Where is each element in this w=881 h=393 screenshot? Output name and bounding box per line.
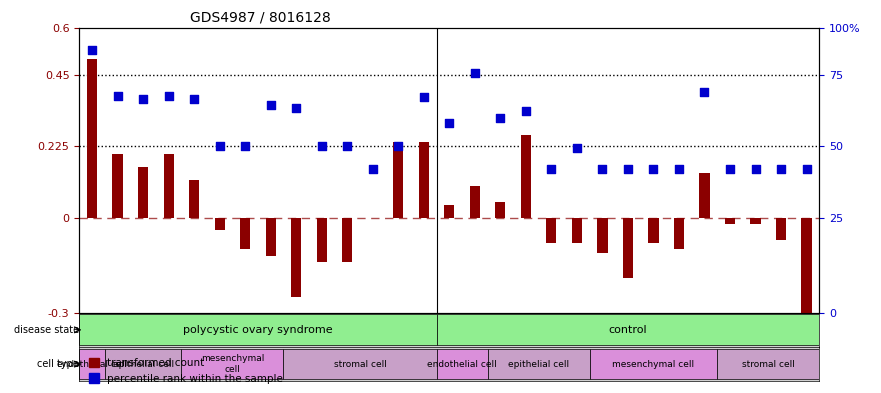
Point	[238, 143, 252, 149]
FancyBboxPatch shape	[79, 314, 437, 345]
Bar	[597, 218, 608, 253]
Point	[544, 165, 559, 172]
Point	[289, 105, 303, 112]
Point	[391, 143, 405, 149]
Point	[596, 165, 610, 172]
Text: polycystic ovary syndrome: polycystic ovary syndrome	[183, 325, 333, 335]
Bar	[495, 202, 506, 218]
Bar	[291, 218, 301, 297]
Bar	[113, 154, 122, 218]
Text: GDS4987 / 8016128: GDS4987 / 8016128	[190, 11, 331, 25]
Point	[800, 165, 814, 172]
Point	[187, 95, 201, 102]
Point	[136, 95, 150, 102]
Bar	[751, 218, 760, 224]
FancyBboxPatch shape	[437, 314, 819, 345]
Bar	[265, 218, 276, 256]
FancyBboxPatch shape	[437, 349, 487, 380]
Bar	[215, 218, 225, 230]
Point	[85, 46, 99, 53]
FancyBboxPatch shape	[717, 349, 819, 380]
Point	[110, 92, 124, 99]
Bar	[138, 167, 148, 218]
Point	[417, 94, 431, 100]
Bar	[802, 218, 811, 325]
Bar	[725, 218, 735, 224]
Text: control: control	[609, 325, 648, 335]
FancyBboxPatch shape	[284, 349, 437, 380]
Point	[161, 92, 175, 99]
Point	[315, 143, 329, 149]
FancyBboxPatch shape	[181, 349, 284, 380]
Point	[366, 165, 380, 172]
Point	[442, 119, 456, 126]
Bar	[521, 135, 531, 218]
Bar	[470, 186, 480, 218]
FancyBboxPatch shape	[105, 349, 181, 380]
Text: epithelial cell: epithelial cell	[508, 360, 569, 369]
Bar	[418, 141, 429, 218]
Text: endothelial cell: endothelial cell	[427, 360, 497, 369]
Legend: transformed count, percentile rank within the sample: transformed count, percentile rank withi…	[85, 354, 287, 388]
FancyBboxPatch shape	[589, 349, 717, 380]
Text: mesenchymal
cell: mesenchymal cell	[201, 354, 264, 374]
Point	[493, 115, 507, 121]
Bar	[623, 218, 633, 278]
Point	[212, 143, 226, 149]
Point	[774, 165, 788, 172]
Point	[672, 165, 686, 172]
Bar	[700, 173, 709, 218]
Point	[749, 165, 763, 172]
FancyBboxPatch shape	[487, 349, 589, 380]
Point	[570, 145, 584, 151]
Bar	[674, 218, 684, 250]
Bar	[164, 154, 174, 218]
Text: cell type: cell type	[37, 359, 79, 369]
Bar	[240, 218, 250, 250]
Point	[340, 143, 354, 149]
Text: stromal cell: stromal cell	[334, 360, 387, 369]
Bar	[342, 218, 352, 262]
Text: endothelial cell: endothelial cell	[57, 360, 127, 369]
Point	[698, 89, 712, 95]
Bar	[87, 59, 97, 218]
Bar	[393, 141, 403, 218]
Text: disease state: disease state	[14, 325, 79, 335]
Text: stromal cell: stromal cell	[742, 360, 795, 369]
Text: epithelial cell: epithelial cell	[113, 360, 174, 369]
Bar	[776, 218, 786, 240]
Point	[468, 70, 482, 77]
Point	[263, 102, 278, 108]
Point	[723, 165, 737, 172]
Bar	[572, 218, 582, 243]
Bar	[189, 180, 199, 218]
Bar	[546, 218, 557, 243]
Point	[621, 165, 635, 172]
Bar	[444, 205, 455, 218]
Point	[519, 108, 533, 115]
Text: mesenchymal cell: mesenchymal cell	[612, 360, 694, 369]
Bar	[316, 218, 327, 262]
FancyBboxPatch shape	[79, 349, 105, 380]
Point	[647, 165, 661, 172]
Bar	[648, 218, 659, 243]
